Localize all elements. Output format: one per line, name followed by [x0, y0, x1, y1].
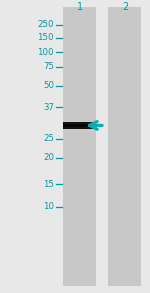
Text: 1: 1 [77, 2, 83, 12]
Bar [63, 124, 96, 127]
Text: 150: 150 [38, 33, 54, 42]
Text: 25: 25 [43, 134, 54, 143]
Text: 10: 10 [43, 202, 54, 211]
Bar [63, 122, 96, 129]
Text: 50: 50 [43, 81, 54, 90]
Bar [63, 7, 96, 286]
Bar [108, 7, 141, 286]
Text: 2: 2 [122, 2, 128, 12]
Text: 100: 100 [38, 48, 54, 57]
Text: 75: 75 [43, 62, 54, 71]
Text: 37: 37 [43, 103, 54, 112]
Text: 250: 250 [38, 21, 54, 29]
Text: 20: 20 [43, 153, 54, 162]
Text: 15: 15 [43, 180, 54, 188]
